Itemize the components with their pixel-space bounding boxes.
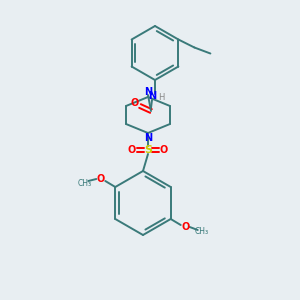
Text: N: N xyxy=(148,91,156,101)
Text: O: O xyxy=(160,145,168,155)
Text: O: O xyxy=(131,98,139,108)
Text: CH₃: CH₃ xyxy=(195,227,209,236)
Text: N: N xyxy=(144,133,152,143)
Text: O: O xyxy=(182,222,190,232)
Text: H: H xyxy=(158,94,164,103)
Text: O: O xyxy=(128,145,136,155)
Text: CH₃: CH₃ xyxy=(77,178,91,188)
Text: N: N xyxy=(144,87,152,97)
Text: S: S xyxy=(144,145,152,155)
Text: O: O xyxy=(96,174,104,184)
